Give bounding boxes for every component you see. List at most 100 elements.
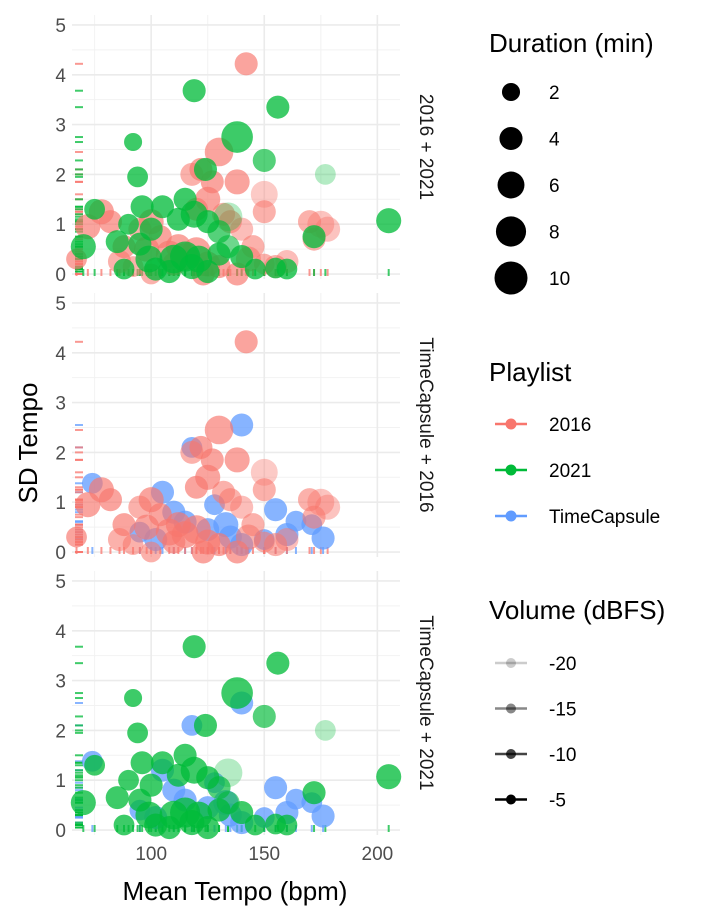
legend-alpha-key <box>506 749 516 759</box>
y-tick-label: 5 <box>55 572 66 593</box>
y-tick-label: 1 <box>55 215 66 236</box>
x-axis-title: Mean Tempo (bpm) <box>123 876 348 906</box>
series-2021 <box>70 79 402 284</box>
facet-panel: 0 1 2 3 4 5 TimeCapsule + 2021 <box>55 571 436 842</box>
data-point <box>118 769 139 791</box>
data-point <box>70 790 96 816</box>
data-point <box>150 751 175 775</box>
data-point <box>302 781 326 805</box>
legend-color-key <box>505 510 517 522</box>
legend-title-playlist: Playlist <box>489 357 572 387</box>
data-point <box>193 157 218 181</box>
legend-size-label: 10 <box>549 269 570 290</box>
series-2021 <box>70 635 402 840</box>
data-point <box>107 528 132 552</box>
data-point <box>166 207 190 231</box>
legend-color-key <box>505 418 517 430</box>
y-tick-label: 1 <box>55 493 66 514</box>
data-point <box>140 541 162 563</box>
y-tick-label: 2 <box>55 721 66 742</box>
data-point <box>127 722 148 744</box>
y-tick-label: 0 <box>55 265 66 286</box>
data-point <box>191 540 215 564</box>
data-point <box>66 526 87 548</box>
legend-size-key <box>494 261 528 295</box>
data-point <box>285 510 307 532</box>
data-point <box>84 754 106 776</box>
legend-size-key <box>499 126 523 151</box>
x-tick-label: 100 <box>135 844 167 865</box>
data-point <box>148 503 172 527</box>
data-point <box>127 166 148 188</box>
data-point <box>264 533 288 557</box>
legend-layer: Duration (min) 2 4 6 8 10 Playlist 2016 2021 Time… <box>489 28 665 812</box>
legend-size-label: 4 <box>549 130 560 151</box>
legend-color-label: 2016 <box>549 415 591 436</box>
data-point <box>297 488 322 512</box>
data-point <box>252 200 276 224</box>
data-point <box>376 764 402 790</box>
y-tick-label: 2 <box>55 443 66 464</box>
data-point <box>221 677 253 709</box>
data-point <box>250 458 278 486</box>
data-point <box>166 763 190 787</box>
data-point <box>250 180 278 208</box>
data-point <box>144 257 168 281</box>
facet-strip-label: 2016 + 2021 <box>415 94 436 200</box>
data-point <box>118 213 139 235</box>
data-point <box>266 651 290 675</box>
x-tick-label: 200 <box>362 844 394 865</box>
y-tick-label: 2 <box>55 165 66 186</box>
legend-alpha-key <box>506 658 516 668</box>
data-point <box>302 225 326 249</box>
data-point <box>124 132 143 152</box>
legend-title-duration: Duration (min) <box>489 28 654 58</box>
data-point <box>105 230 129 254</box>
y-tick-label: 4 <box>55 622 66 643</box>
data-point <box>182 79 206 103</box>
y-tick-label: 3 <box>55 394 66 415</box>
data-point <box>264 498 288 522</box>
legend-alpha-label: -15 <box>549 700 576 721</box>
data-point <box>266 95 290 119</box>
data-point <box>314 164 336 185</box>
data-point <box>130 751 154 775</box>
data-point <box>162 530 186 554</box>
data-point <box>179 254 205 280</box>
series-2016 <box>66 330 341 564</box>
data-point <box>204 415 234 445</box>
data-point <box>376 208 402 234</box>
y-axis-title: SD Tempo <box>13 383 43 504</box>
data-point <box>124 688 143 708</box>
legend-color-label: 2021 <box>549 461 591 482</box>
y-tick-label: 3 <box>55 116 66 137</box>
data-point <box>252 148 276 172</box>
data-point <box>179 810 205 836</box>
data-point <box>218 488 242 512</box>
data-point <box>285 788 307 810</box>
data-point <box>264 776 288 800</box>
data-point <box>276 814 298 836</box>
data-point <box>128 495 152 519</box>
legend-alpha-label: -10 <box>549 745 576 766</box>
data-point <box>224 169 250 195</box>
data-point <box>302 505 326 529</box>
legend-size-label: 2 <box>549 83 560 104</box>
legend-size-label: 6 <box>549 176 560 197</box>
x-tick-label: 150 <box>248 844 280 865</box>
data-point <box>113 258 135 280</box>
y-tick-label: 3 <box>55 672 66 693</box>
legend-alpha-key <box>506 794 516 805</box>
facet-panel: 0 1 2 3 4 5 TimeCapsule + 2016 <box>55 293 436 564</box>
data-point <box>252 478 276 502</box>
y-tick-label: 5 <box>55 16 66 37</box>
data-point <box>244 258 266 280</box>
data-point <box>193 713 218 737</box>
legend-size-key <box>495 216 527 247</box>
data-point <box>70 234 96 260</box>
data-point <box>234 52 258 76</box>
data-point <box>75 492 101 518</box>
y-tick-label: 4 <box>55 66 66 87</box>
